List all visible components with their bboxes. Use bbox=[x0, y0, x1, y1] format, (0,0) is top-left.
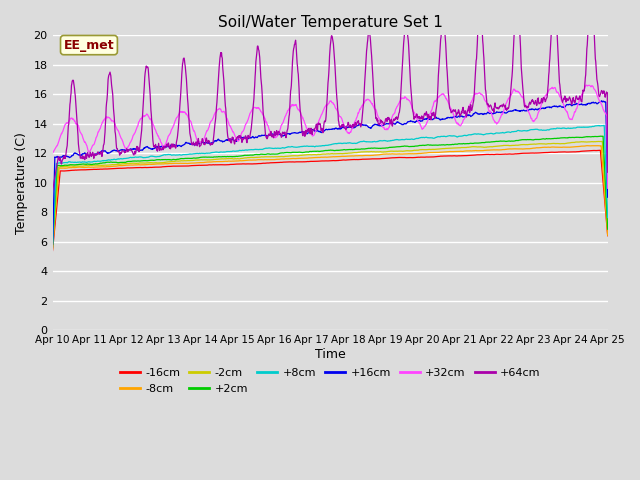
Text: EE_met: EE_met bbox=[63, 38, 115, 52]
Legend: -16cm, -8cm, -2cm, +2cm, +8cm, +16cm, +32cm, +64cm: -16cm, -8cm, -2cm, +2cm, +8cm, +16cm, +3… bbox=[115, 364, 545, 398]
Y-axis label: Temperature (C): Temperature (C) bbox=[15, 132, 28, 234]
Title: Soil/Water Temperature Set 1: Soil/Water Temperature Set 1 bbox=[218, 15, 442, 30]
X-axis label: Time: Time bbox=[315, 348, 346, 361]
